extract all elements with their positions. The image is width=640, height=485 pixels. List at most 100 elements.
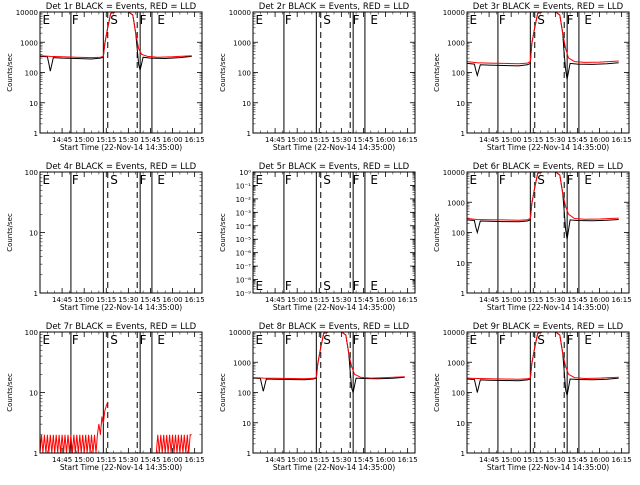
y-tick-label: 1000 bbox=[233, 359, 251, 367]
x-tick-label: 15:30 bbox=[331, 296, 351, 304]
panel-title: Det 8r BLACK = Events, RED = LLD bbox=[259, 322, 410, 332]
y-tick-label: 100 bbox=[25, 169, 38, 177]
panel-det-4: Det 4r BLACK = Events, RED = LLD Counts/s… bbox=[6, 162, 205, 312]
panel-det-6: Det 6r BLACK = Events, RED = LLD Counts/s… bbox=[433, 162, 632, 312]
marker-label-e: E bbox=[469, 13, 477, 27]
y-axis-label: Counts/sec bbox=[219, 53, 227, 92]
marker-label-e: E bbox=[42, 13, 50, 27]
marker-label-f: F bbox=[285, 333, 292, 347]
x-tick-label: 15:00 bbox=[287, 296, 307, 304]
y-tick-label: 10000 bbox=[16, 9, 38, 17]
x-tick-label: 16:15 bbox=[612, 456, 632, 464]
x-tick-label: 15:45 bbox=[567, 296, 587, 304]
x-tick-label: 14:45 bbox=[52, 136, 72, 144]
marker-label-bottom-f: F bbox=[285, 279, 292, 293]
y-tick-label: 10⁻⁵ bbox=[236, 236, 252, 244]
x-tick-label: 14:45 bbox=[479, 296, 499, 304]
series-line-lld bbox=[252, 331, 405, 380]
marker-label-e: E bbox=[157, 13, 165, 27]
x-tick-label: 14:45 bbox=[52, 296, 72, 304]
x-tick-label: 15:30 bbox=[331, 456, 351, 464]
x-tick-label: 15:45 bbox=[140, 456, 160, 464]
x-axis-label: Start Time (22-Nov-14 14:35:00) bbox=[60, 143, 182, 152]
panel-title: Det 5r BLACK = Events, RED = LLD bbox=[259, 162, 410, 172]
marker-label-e: E bbox=[157, 173, 165, 187]
marker-label-e: E bbox=[584, 13, 592, 27]
x-tick-label: 15:45 bbox=[567, 456, 587, 464]
x-tick-label: 15:00 bbox=[74, 456, 94, 464]
x-tick-label: 16:15 bbox=[185, 136, 205, 144]
marker-label-s: S bbox=[323, 13, 331, 27]
y-tick-label: 1 bbox=[461, 450, 465, 458]
y-tick-label: 1 bbox=[247, 130, 251, 138]
panel-title: Det 2r BLACK = Events, RED = LLD bbox=[259, 2, 410, 12]
marker-label-bottom-e: E bbox=[370, 279, 378, 293]
y-tick-label: 10000 bbox=[229, 9, 251, 17]
marker-label-s: S bbox=[110, 333, 118, 347]
x-tick-label: 15:15 bbox=[96, 136, 116, 144]
y-tick-label: 100 bbox=[25, 70, 38, 78]
y-tick-label: 10 bbox=[456, 100, 465, 108]
y-tick-label: 1 bbox=[34, 290, 38, 298]
x-tick-label: 14:45 bbox=[52, 456, 72, 464]
y-tick-label: 10⁰ bbox=[239, 169, 251, 177]
x-tick-label: 16:15 bbox=[398, 456, 418, 464]
y-tick-label: 1000 bbox=[233, 39, 251, 47]
y-tick-label: 10 bbox=[29, 100, 38, 108]
y-tick-label: 10⁻⁹ bbox=[236, 290, 252, 298]
x-tick-label: 16:15 bbox=[612, 136, 632, 144]
y-axis-label: Counts/sec bbox=[6, 53, 14, 92]
x-tick-label: 15:45 bbox=[353, 456, 373, 464]
y-tick-label: 1 bbox=[34, 450, 38, 458]
x-axis-label: Start Time (22-Nov-14 14:35:00) bbox=[60, 303, 182, 312]
x-tick-label: 15:15 bbox=[96, 456, 116, 464]
marker-label-f: F bbox=[499, 173, 506, 187]
y-axis-label: Counts/sec bbox=[6, 213, 14, 252]
y-axis-label: Counts/sec bbox=[433, 213, 441, 252]
y-tick-label: 1 bbox=[247, 450, 251, 458]
y-tick-label: 1 bbox=[461, 130, 465, 138]
panel-det-7: Det 7r BLACK = Events, RED = LLD Counts/s… bbox=[6, 322, 205, 472]
x-tick-label: 16:00 bbox=[375, 296, 395, 304]
x-tick-label: 15:45 bbox=[353, 136, 373, 144]
x-tick-label: 15:15 bbox=[309, 136, 329, 144]
x-tick-label: 16:15 bbox=[398, 296, 418, 304]
plot-frame bbox=[252, 171, 416, 294]
marker-label-e: E bbox=[255, 13, 263, 27]
y-tick-label: 10000 bbox=[443, 9, 465, 17]
x-tick-label: 16:00 bbox=[589, 456, 609, 464]
x-tick-label: 15:00 bbox=[74, 296, 94, 304]
y-tick-label: 10⁻¹ bbox=[236, 182, 252, 190]
y-tick-label: 1000 bbox=[447, 359, 465, 367]
marker-label-f: F bbox=[499, 13, 506, 27]
marker-label-e: E bbox=[157, 333, 165, 347]
marker-label-f: F bbox=[567, 173, 574, 187]
x-tick-label: 16:00 bbox=[375, 136, 395, 144]
x-tick-label: 15:00 bbox=[287, 136, 307, 144]
y-tick-label: 1 bbox=[461, 290, 465, 298]
y-tick-label: 10⁻⁷ bbox=[236, 263, 252, 271]
y-tick-label: 1 bbox=[34, 130, 38, 138]
marker-label-bottom-e: E bbox=[255, 279, 263, 293]
y-tick-label: 10000 bbox=[443, 169, 465, 177]
x-tick-label: 15:15 bbox=[309, 296, 329, 304]
marker-label-e: E bbox=[370, 173, 378, 187]
y-tick-label: 10⁻³ bbox=[236, 209, 252, 217]
x-tick-label: 15:30 bbox=[545, 136, 565, 144]
marker-label-e: E bbox=[469, 333, 477, 347]
marker-label-e: E bbox=[469, 173, 477, 187]
x-axis-label: Start Time (22-Nov-14 14:35:00) bbox=[273, 303, 395, 312]
marker-label-e: E bbox=[584, 333, 592, 347]
x-tick-label: 16:00 bbox=[589, 136, 609, 144]
x-tick-label: 15:00 bbox=[287, 456, 307, 464]
marker-label-f: F bbox=[353, 173, 360, 187]
marker-label-f: F bbox=[567, 13, 574, 27]
marker-label-e: E bbox=[584, 173, 592, 187]
marker-label-e: E bbox=[42, 173, 50, 187]
x-tick-label: 15:45 bbox=[567, 136, 587, 144]
marker-label-s: S bbox=[110, 173, 118, 187]
marker-label-s: S bbox=[537, 173, 545, 187]
plot-frame bbox=[466, 171, 630, 294]
plot-frame bbox=[252, 11, 416, 134]
x-tick-label: 15:45 bbox=[140, 296, 160, 304]
